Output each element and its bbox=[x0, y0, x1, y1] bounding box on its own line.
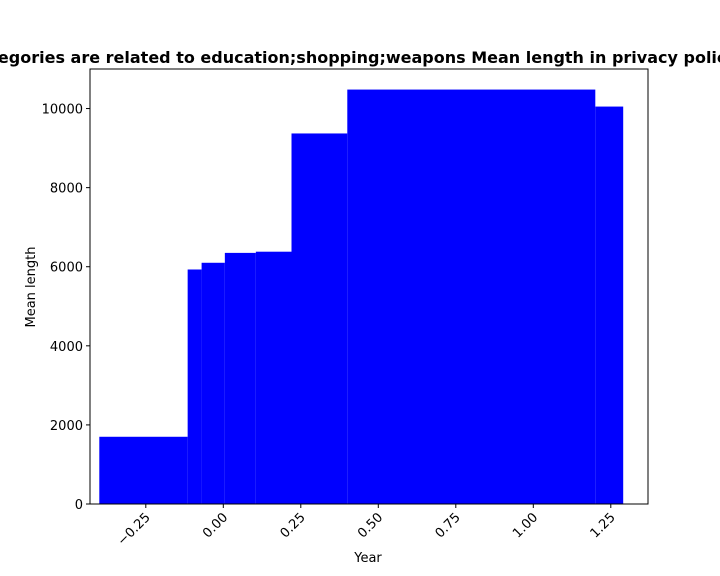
x-tick-label: −0.25 bbox=[115, 510, 154, 549]
y-axis-label: Mean length bbox=[24, 247, 39, 328]
x-tick-label: 0.25 bbox=[278, 510, 309, 541]
y-tick-label: 2000 bbox=[50, 419, 83, 434]
plot-frame bbox=[89, 68, 649, 505]
y-tick-label: 4000 bbox=[50, 340, 83, 355]
y-tick-label: 6000 bbox=[50, 261, 83, 276]
x-axis-label: Year bbox=[353, 551, 382, 566]
bar-2 bbox=[201, 262, 225, 504]
chart-title: Categories are related to education;shop… bbox=[0, 48, 720, 67]
x-tick-label: 0.50 bbox=[355, 510, 386, 541]
bar-7 bbox=[595, 106, 624, 505]
bar-4 bbox=[255, 251, 292, 504]
x-tick-label: 0.75 bbox=[433, 510, 464, 541]
x-tick-label: 0.00 bbox=[200, 510, 231, 541]
y-tick-label: 8000 bbox=[50, 182, 83, 197]
bar-3 bbox=[224, 252, 256, 504]
bar-group bbox=[99, 89, 624, 505]
bar-6 bbox=[347, 89, 596, 505]
y-tick-label: 0 bbox=[75, 498, 83, 513]
bar-1 bbox=[187, 269, 202, 504]
x-tick-label: 1.25 bbox=[588, 510, 619, 541]
y-tick-label: 10000 bbox=[42, 103, 83, 118]
x-axis: −0.25 0.00 0.25 0.50 0.75 1.00 1.25 bbox=[115, 504, 619, 549]
bar-5 bbox=[291, 133, 348, 504]
bar-0 bbox=[99, 436, 188, 504]
y-axis: 0 2000 4000 6000 8000 10000 bbox=[42, 103, 90, 513]
x-tick-label: 1.00 bbox=[510, 510, 541, 541]
